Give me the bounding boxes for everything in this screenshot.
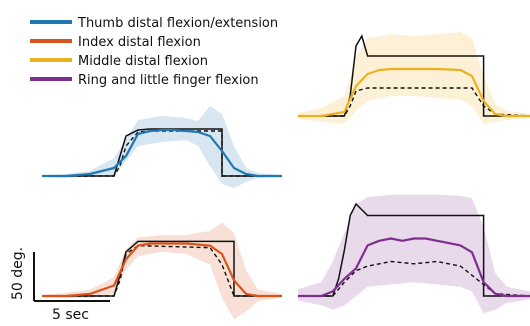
thumb-mean-trace: [42, 128, 282, 178]
panel-ring: [298, 194, 530, 314]
ring-mean-trace: [298, 237, 530, 298]
panel-middle: [298, 32, 530, 124]
panel-thumb: [42, 106, 282, 188]
scale-bar-y-label: 50 deg.: [10, 247, 26, 300]
scale-bar-x-label: 5 sec: [52, 307, 89, 323]
ring-variability-band: [298, 194, 530, 314]
index-mean-trace: [42, 242, 282, 298]
legend-label-2: Middle distal flexion: [78, 54, 208, 69]
middle-mean-trace: [298, 67, 530, 118]
scale-bar: 50 deg. 5 sec: [10, 247, 110, 323]
panels: [42, 32, 530, 320]
middle-dashed-trace: [298, 87, 530, 117]
legend-label-1: Index distal flexion: [78, 35, 201, 50]
panel-index: [42, 222, 282, 320]
index-variability-band: [42, 222, 282, 320]
middle-variability-band: [298, 32, 530, 124]
legend: Thumb distal flexion/extension Index dist…: [30, 16, 278, 88]
legend-label-3: Ring and little finger flexion: [78, 73, 259, 88]
legend-label-0: Thumb distal flexion/extension: [77, 16, 278, 31]
ring-dashed-trace: [298, 260, 530, 297]
